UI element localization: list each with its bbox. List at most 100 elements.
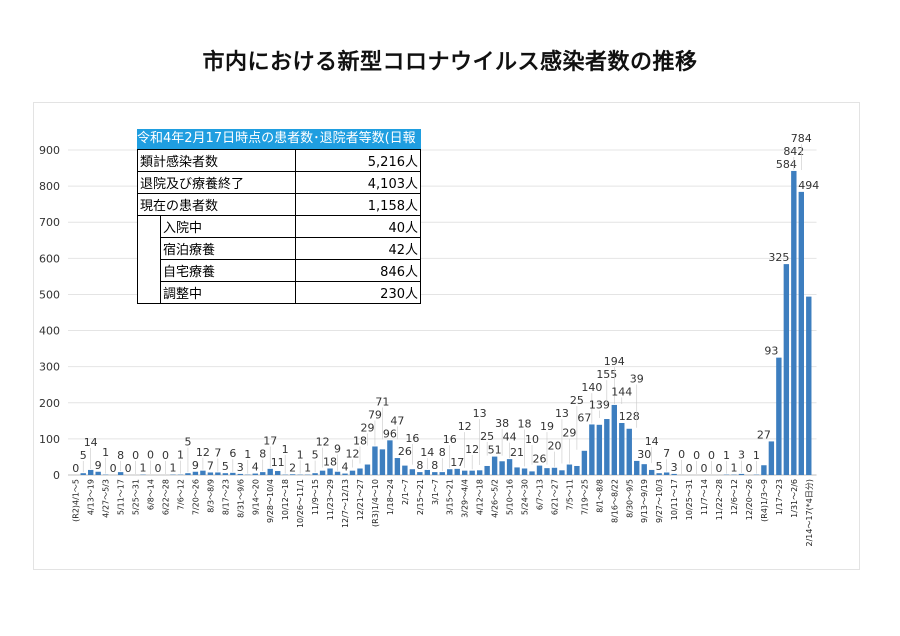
summary-row: 類計感染者数 5,216人: [137, 149, 421, 172]
data-label: 128: [619, 410, 640, 423]
x-tick-label: 3/15～21: [446, 479, 455, 515]
bar: [95, 471, 101, 475]
x-tick-label: 10/25～31: [685, 479, 694, 520]
summary-row-label: 入院中: [160, 215, 296, 238]
x-tick-label: 10/12～18: [281, 479, 290, 520]
bar: [641, 464, 647, 475]
data-label: 10: [525, 433, 539, 446]
data-label: 3: [671, 461, 678, 474]
summary-row-value: 230人: [295, 281, 421, 304]
y-tick-label: 800: [39, 180, 60, 193]
data-label: 9: [192, 459, 199, 472]
bar: [611, 404, 617, 475]
summary-row-value: 5,216人: [295, 149, 421, 172]
x-tick-label: 11/9～15: [311, 479, 320, 515]
data-label: 5: [222, 460, 229, 473]
x-tick-label: 4/27～5/3: [102, 479, 111, 518]
bar: [275, 471, 281, 475]
data-label: 0: [155, 462, 162, 475]
y-tick-label: 200: [39, 397, 60, 410]
data-label: 38: [495, 417, 509, 430]
bar: [634, 460, 640, 475]
bar: [663, 472, 670, 475]
data-label: 0: [132, 449, 139, 462]
bar: [476, 470, 483, 475]
y-tick-label: 300: [39, 361, 60, 374]
bar: [357, 468, 363, 475]
x-tick-label: (R3)1/4～10: [371, 479, 380, 527]
data-label: 155: [596, 368, 617, 381]
data-label: 1: [304, 462, 311, 475]
summary-table-header: 令和4年2月17日時点の患者数･退院者等数(日報: [137, 129, 421, 149]
bar: [649, 469, 655, 475]
data-label: 13: [473, 407, 487, 420]
summary-row-value: 846人: [295, 259, 421, 282]
summary-row: 宿泊療養 42人: [137, 237, 421, 260]
data-label: 1: [753, 449, 760, 462]
summary-row: 調整中 230人: [137, 281, 421, 304]
data-label: 27: [757, 428, 771, 441]
summary-row: 入院中 40人: [137, 215, 421, 238]
bar: [581, 450, 588, 475]
bar: [409, 469, 416, 475]
data-label: 5: [80, 449, 87, 462]
data-label: 6: [229, 447, 236, 460]
chart-frame: [33, 102, 860, 570]
data-label: 0: [125, 462, 132, 475]
bar: [521, 468, 528, 475]
data-label: 1: [723, 449, 730, 462]
summary-row-value: 4,103人: [295, 171, 421, 194]
y-tick-label: 100: [39, 433, 60, 446]
y-tick-label: 600: [39, 252, 60, 265]
bar: [402, 465, 408, 475]
x-tick-label: 8/16～8/22: [610, 479, 619, 523]
summary-row: 退院及び療養終了 4,103人: [137, 171, 421, 194]
bar: [768, 441, 775, 475]
data-label: 26: [398, 445, 412, 458]
data-label: 8: [431, 459, 438, 472]
bar: [506, 459, 513, 475]
data-label: 4: [252, 461, 259, 474]
data-label: 11: [271, 456, 285, 469]
y-tick-label: 0: [53, 469, 60, 482]
data-label: 5: [312, 449, 319, 462]
x-tick-label: 7/6～12: [176, 479, 185, 510]
bar: [776, 357, 782, 475]
data-label: 12: [465, 443, 479, 456]
summary-row: 現在の患者数 1,158人: [137, 193, 421, 216]
data-label: 0: [745, 462, 752, 475]
bar: [656, 473, 662, 475]
data-label: 325: [768, 251, 789, 264]
x-tick-label: 9/27～10/3: [655, 479, 664, 523]
x-tick-label: 10/11～17: [670, 479, 679, 520]
summary-row-label: 退院及び療養終了: [137, 171, 296, 194]
bar: [237, 473, 243, 475]
bar: [589, 424, 595, 475]
data-label: 20: [547, 440, 561, 453]
data-label: 13: [555, 407, 569, 420]
x-tick-label: 11/22～28: [715, 479, 724, 520]
data-label: 26: [533, 453, 547, 466]
x-tick-label: 4/12～18: [476, 479, 485, 515]
bar: [551, 467, 558, 475]
data-label: 16: [443, 433, 457, 446]
bar: [327, 468, 333, 475]
x-tick-label: 8/30～9/5: [625, 479, 634, 518]
x-tick-label: 1/31～2/6: [790, 479, 799, 518]
bar: [596, 424, 603, 475]
bar: [379, 449, 386, 475]
data-label: 0: [162, 449, 169, 462]
x-tick-label: 6/7～13: [536, 479, 545, 510]
bar: [289, 474, 296, 475]
bar: [185, 473, 191, 475]
bar: [671, 473, 677, 475]
x-tick-label: 1/17～23: [775, 479, 784, 515]
data-label: 12: [316, 436, 330, 449]
x-tick-label: 9/28～10/4: [266, 479, 275, 523]
data-label: 25: [570, 394, 584, 407]
x-tick-label: 8/31～9/6: [236, 479, 245, 518]
summary-row-label: 調整中: [160, 281, 296, 304]
x-tick-label: 4/26～5/2: [491, 479, 500, 518]
x-tick-label: 8/1～8/8: [595, 479, 604, 513]
data-label: 8: [439, 446, 446, 459]
